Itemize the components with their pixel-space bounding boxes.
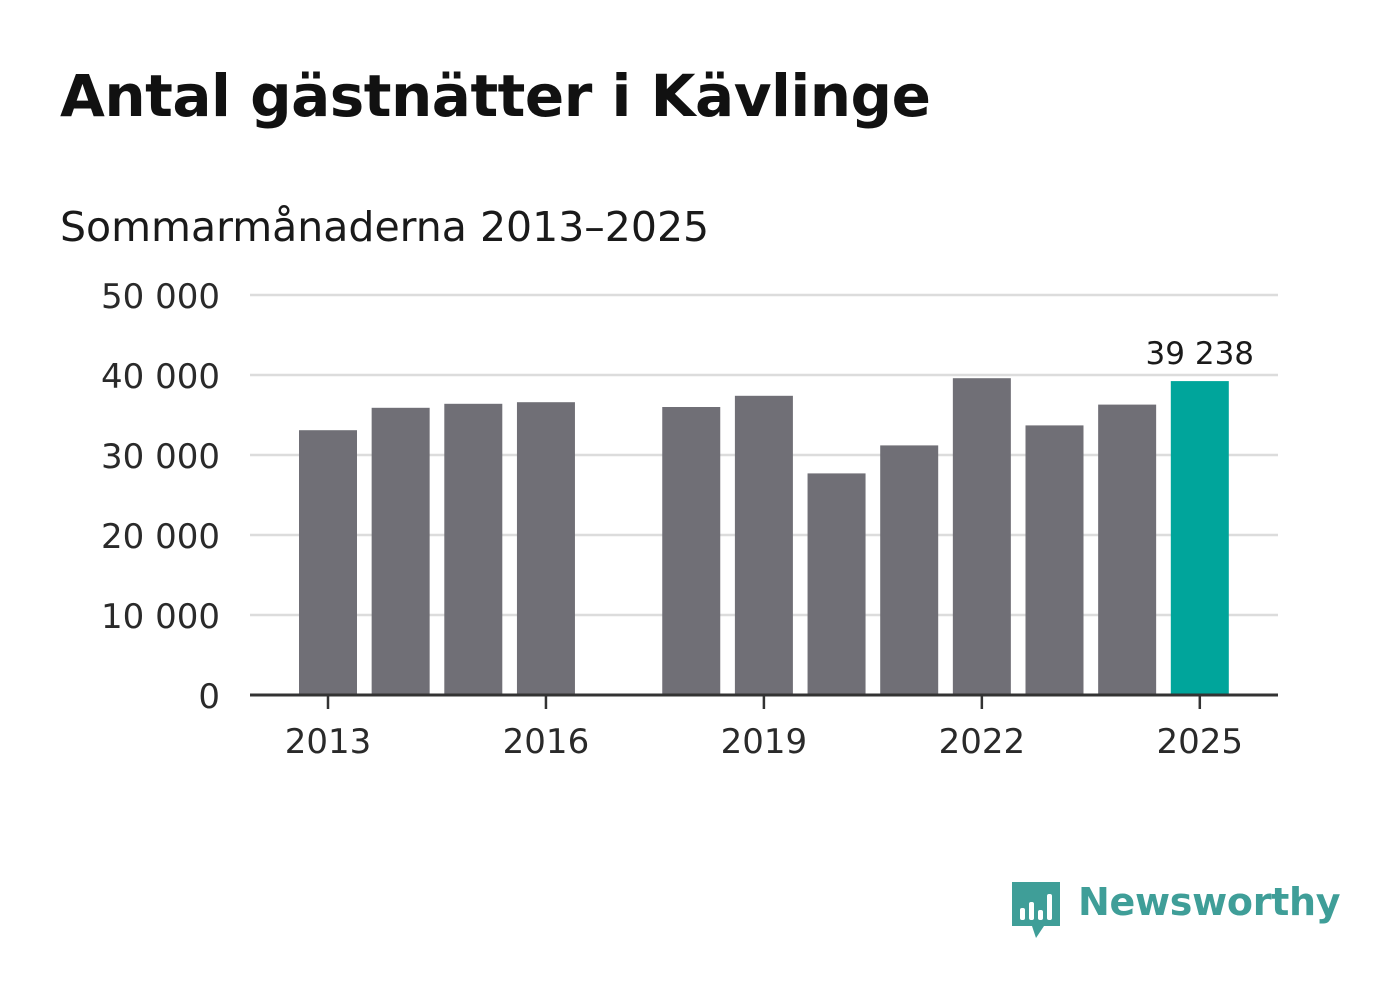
y-tick-label: 30 000 <box>101 437 220 477</box>
chart-title: Antal gästnätter i Kävlinge <box>60 62 931 130</box>
y-tick-label: 10 000 <box>101 597 220 637</box>
x-tick-label: 2022 <box>939 722 1026 762</box>
bar-2023 <box>1025 425 1084 695</box>
bar-2014 <box>371 407 430 695</box>
bar-2019 <box>734 395 793 695</box>
brand-name: Newsworthy <box>1078 880 1341 924</box>
bar-2018 <box>662 407 721 695</box>
bar-2015 <box>444 403 503 695</box>
x-tick-label: 2016 <box>503 722 590 762</box>
x-tick-label: 2013 <box>285 722 372 762</box>
chart-bubble-icon <box>1012 882 1060 938</box>
bar-2013 <box>299 430 357 695</box>
chart-subtitle: Sommarmånaderna 2013–2025 <box>60 203 710 251</box>
bar-2025 <box>1170 381 1229 695</box>
bar-2022 <box>952 378 1011 695</box>
x-tick-label: 2019 <box>721 722 808 762</box>
bar-2016 <box>516 402 575 695</box>
y-tick-label: 40 000 <box>101 357 220 397</box>
data-label: 39 238 <box>1146 336 1254 372</box>
y-tick-label: 0 <box>198 677 220 717</box>
bar-2021 <box>880 445 939 695</box>
x-tick-label: 2025 <box>1157 722 1244 762</box>
y-tick-label: 50 000 <box>101 277 220 317</box>
y-tick-label: 20 000 <box>101 517 220 557</box>
newsworthy-logo[interactable]: Newsworthy <box>1010 876 1341 946</box>
bar-2024 <box>1098 404 1157 695</box>
bar-2020 <box>807 473 866 695</box>
